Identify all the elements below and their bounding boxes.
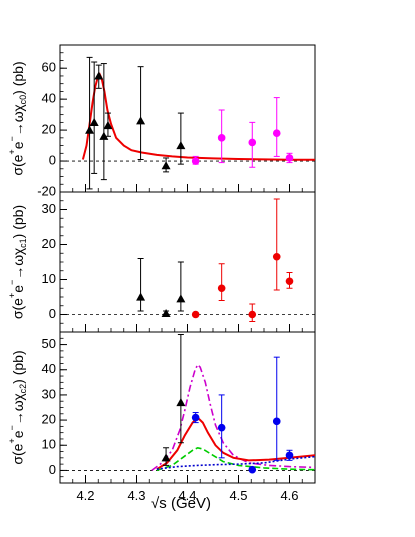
circle-data-point [191,157,200,165]
omega-chi-c0-panel: -20 0 20 40 60 σ(e+e−→ωχc0) (pb) [7,44,316,198]
circle-data-point [272,129,281,137]
triangle-data-point [89,117,99,126]
plot-marks [60,56,316,190]
circle-data-point [191,310,200,319]
x-tick-label: 4.4 [178,488,196,503]
circle-data-point [285,154,294,162]
x-tick-label: 4.6 [280,488,298,503]
y-tick-label: 20 [42,412,56,427]
y-tick-label: 0 [49,306,56,321]
y-tick-label: 10 [42,437,56,452]
fit-curve-dotted [156,455,316,470]
circle-data-point [272,417,281,426]
axis-ticks: -20 0 20 40 60 [37,44,316,198]
plot-marks [60,198,315,322]
y-tick-label: 20 [42,122,56,137]
triangle-data-point [161,161,171,170]
triangle-data-point [176,294,186,303]
circle-data-point [248,310,257,319]
triangle-data-point [176,397,186,407]
plot-marks [60,334,316,474]
circle-data-point [217,423,226,432]
y-axis-label: σ(e+e−→ωχc2) (pb) [7,350,28,464]
triangle-data-point [176,141,186,150]
y-tick-label: 0 [49,152,56,167]
triangle-data-point [136,292,146,301]
y-tick-label: 20 [42,236,56,251]
y-axis-label: σ(e+e−→ωχc1) (pb) [7,205,28,319]
circle-data-point [191,413,200,422]
fit-curve-dashdot [151,363,316,472]
x-tick-label: 4.2 [76,488,94,503]
triangle-data-point [103,120,113,130]
y-tick-label: 50 [42,336,56,351]
y-tick-label: -20 [37,183,56,198]
triangle-data-point [94,71,104,80]
circle-data-point [285,451,294,460]
x-axis-label: √s (GeV) [151,495,211,512]
circle-data-point [272,252,281,261]
y-tick-label: 30 [42,201,56,216]
fit-curve-dashed [156,446,316,472]
triangle-data-point [99,131,109,140]
circle-data-point [285,277,294,286]
circle-data-point [248,465,257,474]
y-tick-label: 60 [42,60,56,75]
y-tick-label: 40 [42,361,56,376]
y-tick-label: 10 [42,271,56,286]
y-axis-label: σ(e+e−→ωχc0) (pb) [7,61,28,175]
fit-curve-solid [156,416,316,471]
triangle-data-point [161,308,171,318]
x-tick-label: 4.3 [127,488,145,503]
y-tick-label: 30 [42,386,56,401]
y-tick-label: 0 [49,462,56,477]
circle-data-point [217,134,226,142]
axis-ticks: 0 10 20 30 [42,191,316,333]
y-tick-label: 40 [42,91,56,106]
triangle-data-point [85,125,95,134]
circle-data-point [217,284,226,293]
triangle-data-point [136,116,146,125]
omega-chi-c2-panel: 0 10 20 30 40 50 4.2 4.3 4.4 4.5 4.6 σ(e+e−→ωχc2) … [7,331,316,512]
triangle-data-point [161,453,171,462]
x-tick-label: 4.5 [229,488,247,503]
axis-ticks: 0 10 20 30 40 50 4.2 4.3 4.4 4.5 4.6 [42,331,316,503]
circle-data-point [248,138,257,147]
